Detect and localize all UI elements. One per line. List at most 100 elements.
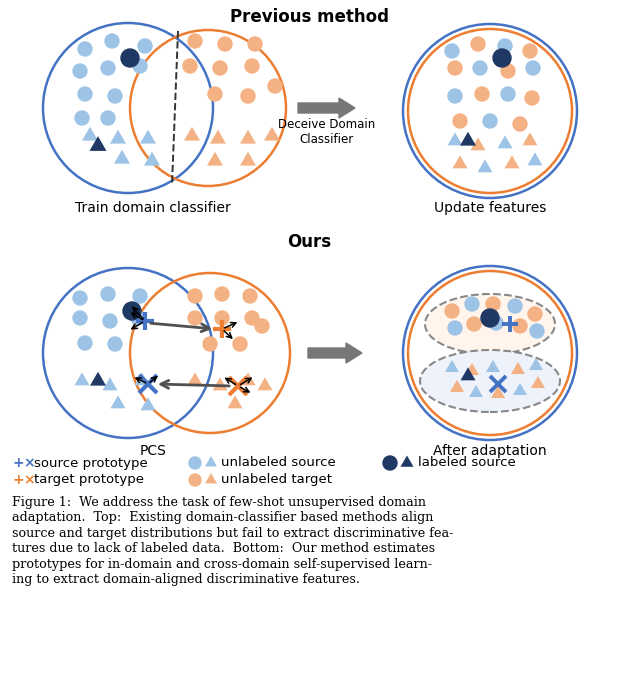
Text: ing to extract domain-aligned discriminative features.: ing to extract domain-aligned discrimina… (12, 573, 360, 587)
Circle shape (268, 79, 282, 93)
Circle shape (101, 111, 115, 125)
Circle shape (73, 291, 87, 305)
Polygon shape (400, 456, 413, 466)
Circle shape (528, 307, 542, 321)
Circle shape (78, 336, 92, 350)
Circle shape (215, 287, 229, 301)
Text: source and target distributions but fail to extract discriminative fea-: source and target distributions but fail… (12, 527, 454, 540)
Circle shape (501, 64, 515, 78)
Text: Train domain classifier: Train domain classifier (75, 201, 231, 215)
Polygon shape (103, 377, 117, 390)
Circle shape (486, 297, 500, 311)
Polygon shape (184, 127, 200, 141)
Circle shape (465, 297, 479, 311)
Text: source prototype: source prototype (34, 456, 148, 470)
Circle shape (467, 317, 481, 331)
Polygon shape (240, 372, 255, 385)
Polygon shape (264, 127, 280, 141)
Circle shape (215, 311, 229, 325)
Polygon shape (478, 160, 493, 172)
Polygon shape (491, 386, 505, 398)
Text: After adaptation: After adaptation (433, 444, 547, 458)
Circle shape (103, 314, 117, 328)
Circle shape (241, 89, 255, 103)
Polygon shape (240, 152, 256, 166)
Circle shape (123, 302, 141, 320)
Polygon shape (144, 152, 160, 166)
Text: target prototype: target prototype (34, 473, 144, 487)
Polygon shape (114, 150, 130, 164)
Circle shape (189, 457, 201, 469)
Circle shape (138, 39, 152, 53)
Text: Deceive Domain
Classifier: Deceive Domain Classifier (278, 118, 376, 146)
Text: ×: × (23, 456, 35, 470)
Circle shape (489, 316, 503, 330)
Circle shape (525, 91, 539, 105)
Circle shape (255, 319, 269, 333)
Polygon shape (469, 385, 483, 397)
Polygon shape (528, 152, 543, 166)
Polygon shape (205, 473, 217, 483)
Polygon shape (497, 135, 512, 148)
Polygon shape (140, 397, 156, 410)
Circle shape (445, 44, 459, 58)
Polygon shape (110, 130, 126, 143)
FancyArrow shape (308, 343, 362, 363)
Polygon shape (205, 456, 217, 466)
Polygon shape (210, 130, 226, 143)
Text: unlabeled source: unlabeled source (221, 456, 336, 470)
Circle shape (243, 289, 257, 303)
Text: +: + (12, 473, 23, 487)
Circle shape (133, 59, 147, 73)
Circle shape (233, 337, 247, 351)
Polygon shape (460, 367, 475, 381)
Text: prototypes for in-domain and cross-domain self-supervised learn-: prototypes for in-domain and cross-domai… (12, 558, 432, 571)
Circle shape (131, 311, 145, 325)
Text: labeled source: labeled source (418, 456, 516, 470)
Circle shape (78, 42, 92, 56)
Polygon shape (513, 383, 527, 395)
Polygon shape (460, 132, 476, 145)
Circle shape (188, 34, 202, 48)
Text: Update features: Update features (434, 201, 546, 215)
Polygon shape (90, 372, 106, 385)
Circle shape (183, 59, 197, 73)
Circle shape (508, 299, 522, 313)
Text: ×: × (23, 473, 35, 487)
Polygon shape (529, 358, 543, 370)
Polygon shape (445, 360, 459, 372)
Polygon shape (140, 130, 156, 143)
Circle shape (473, 61, 487, 75)
Circle shape (189, 474, 201, 486)
Polygon shape (135, 372, 150, 385)
Ellipse shape (420, 350, 560, 412)
Polygon shape (111, 395, 125, 408)
Text: adaptation.  Top:  Existing domain-classifier based methods align: adaptation. Top: Existing domain-classif… (12, 512, 433, 525)
Ellipse shape (425, 294, 555, 354)
Circle shape (448, 89, 462, 103)
Circle shape (453, 114, 467, 128)
Polygon shape (90, 136, 106, 151)
Circle shape (383, 456, 397, 470)
Polygon shape (452, 155, 467, 168)
Circle shape (498, 39, 512, 53)
Text: +: + (12, 456, 23, 470)
Circle shape (213, 61, 227, 75)
Text: Figure 1:  We address the task of few-shot unsupervised domain: Figure 1: We address the task of few-sho… (12, 496, 426, 509)
Circle shape (73, 311, 87, 325)
Circle shape (78, 87, 92, 101)
Circle shape (445, 304, 459, 318)
Polygon shape (227, 395, 242, 408)
Circle shape (245, 311, 259, 325)
Polygon shape (522, 132, 538, 145)
Polygon shape (213, 377, 227, 390)
Polygon shape (531, 376, 545, 388)
Circle shape (188, 311, 202, 325)
Text: unlabeled target: unlabeled target (221, 473, 332, 487)
Polygon shape (447, 132, 462, 145)
Polygon shape (240, 130, 256, 143)
Text: PCS: PCS (140, 444, 166, 458)
Circle shape (513, 117, 527, 131)
Circle shape (501, 87, 515, 101)
Text: Previous method: Previous method (229, 8, 389, 26)
